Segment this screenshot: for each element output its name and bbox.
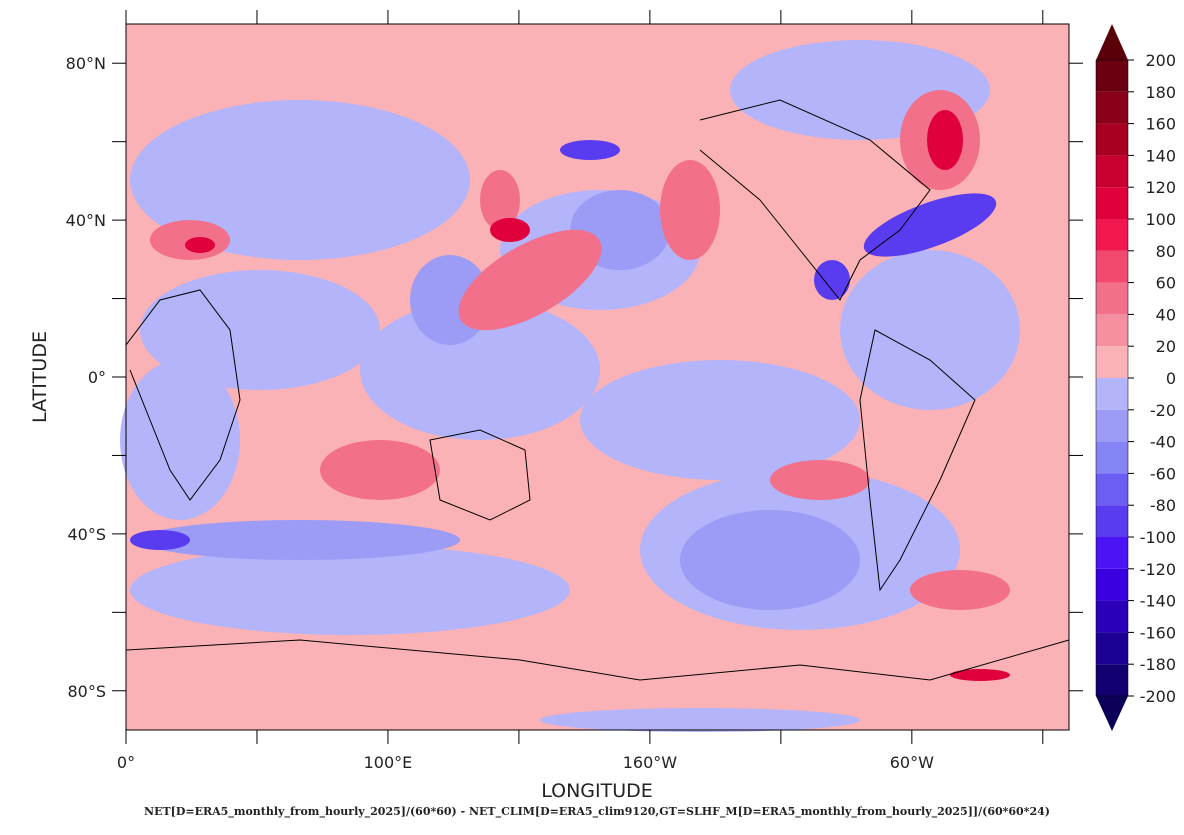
colorbar-band — [1096, 473, 1128, 506]
positive-extreme — [185, 110, 1010, 681]
positive-regions — [150, 90, 1010, 610]
colorbar-band — [1096, 346, 1128, 378]
x-tick-label: 100°E — [364, 753, 413, 772]
colorbar-band — [1096, 441, 1128, 474]
colorbar-label: 160 — [1145, 115, 1176, 134]
colorbar-label: -140 — [1140, 592, 1176, 611]
colorbar-over — [1096, 24, 1128, 60]
y-tick-label: 0° — [88, 368, 106, 387]
colorbar-label: 60 — [1156, 274, 1176, 293]
colorbar-label: 200 — [1145, 51, 1176, 70]
colorbar-label: -60 — [1150, 464, 1176, 483]
coastlines — [125, 99, 1070, 681]
y-tick-label: 40°S — [67, 525, 106, 544]
colorbar-band — [1096, 91, 1128, 124]
colorbar-label: 180 — [1145, 83, 1176, 102]
colorbar-band — [1096, 187, 1128, 219]
colorbar-band — [1096, 568, 1128, 601]
colorbar-band — [1096, 600, 1128, 633]
y-axis-label: LATITUDE — [29, 331, 51, 423]
colorbar-band — [1096, 314, 1128, 347]
colorbar-label: -20 — [1150, 401, 1176, 420]
colorbar-label: -200 — [1140, 687, 1176, 706]
x-tick-label: 60°W — [890, 753, 934, 772]
colorbar-band — [1096, 250, 1128, 283]
colorbar-label: 100 — [1145, 210, 1176, 229]
colorbar-label: 120 — [1145, 178, 1176, 197]
colorbar-band — [1096, 409, 1128, 442]
colorbar-band — [1096, 537, 1128, 569]
y-tick-label: 80°S — [67, 682, 106, 701]
colorbar-band — [1096, 60, 1128, 92]
colorbar-band — [1096, 664, 1128, 696]
x-axis-label: LONGITUDE — [541, 780, 653, 802]
colorbar-label: -120 — [1140, 560, 1176, 579]
caption: NET[D=ERA5_monthly_from_hourly_2025]/(60… — [144, 805, 1050, 819]
y-tick-label: 40°N — [66, 211, 106, 230]
map-field — [120, 23, 1070, 732]
colorbar-label: -100 — [1140, 528, 1176, 547]
colorbar-label: 140 — [1145, 146, 1176, 165]
colorbar-band — [1096, 632, 1128, 665]
colorbar-label: -180 — [1140, 655, 1176, 674]
colorbar-label: 0 — [1166, 369, 1176, 388]
colorbar-band — [1096, 123, 1128, 156]
negative-extreme — [130, 140, 997, 550]
colorbar-label: -40 — [1150, 433, 1176, 452]
y-tick-label: 80°N — [66, 54, 106, 73]
colorbar-label: 20 — [1156, 337, 1176, 356]
x-tick-label: 160°W — [623, 753, 678, 772]
colorbar-label: -80 — [1150, 496, 1176, 515]
colorbar-band — [1096, 155, 1128, 188]
colorbar-band — [1096, 378, 1128, 410]
colorbar-band — [1096, 505, 1128, 537]
x-tick-label: 0° — [117, 753, 135, 772]
colorbar-under — [1096, 696, 1128, 731]
colorbar-band — [1096, 282, 1128, 315]
colorbar-band — [1096, 219, 1128, 251]
colorbar-label: -160 — [1140, 623, 1176, 642]
colorbar-label: 40 — [1156, 305, 1176, 324]
colorbar-label: 80 — [1156, 242, 1176, 261]
